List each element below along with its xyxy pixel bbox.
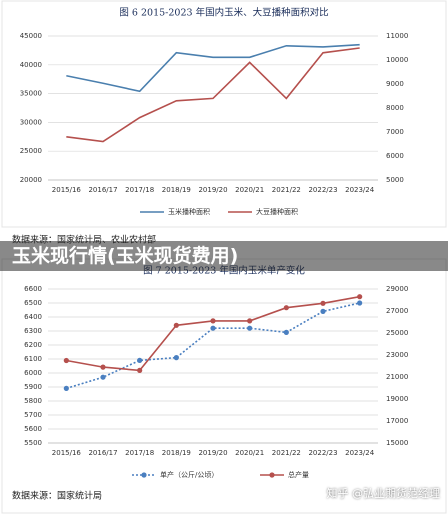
x-tick-label: 2020/21 <box>235 186 264 194</box>
point <box>100 364 106 370</box>
point <box>247 325 253 331</box>
y2-tick-label: 29000 <box>386 285 408 293</box>
y-tick-label: 25000 <box>20 147 42 155</box>
series-line <box>66 47 360 143</box>
point <box>63 385 69 391</box>
y-tick-label: 5900 <box>24 383 42 391</box>
legend-label: 单产（公斤/公顷） <box>160 470 218 479</box>
series-line <box>66 302 360 390</box>
point <box>247 318 253 324</box>
y2-tick-label: 17000 <box>386 417 408 425</box>
legend-marker <box>269 472 275 478</box>
series-line <box>66 43 360 93</box>
x-tick-label: 2017/18 <box>125 449 154 457</box>
point <box>137 367 143 373</box>
y2-tick-label: 27000 <box>386 307 408 315</box>
x-tick-label: 2022/23 <box>308 449 337 457</box>
x-tick-label: 2015/16 <box>52 449 82 457</box>
x-tick-label: 2023/24 <box>345 186 375 194</box>
y-tick-label: 30000 <box>20 118 42 126</box>
y-tick-label: 40000 <box>20 61 42 69</box>
y2-tick-label: 5000 <box>386 176 404 184</box>
y2-tick-label: 19000 <box>386 395 408 403</box>
watermark: 知乎 @弘业期货范经理 <box>326 487 441 500</box>
y-tick-label: 20000 <box>20 176 42 184</box>
y-tick-label: 6500 <box>24 299 42 307</box>
y-tick-label: 6100 <box>24 355 42 363</box>
y-tick-label: 6600 <box>24 285 42 293</box>
y-tick-label: 35000 <box>20 90 42 98</box>
y2-tick-label: 10000 <box>386 56 408 64</box>
y-tick-label: 5500 <box>24 439 42 447</box>
y-tick-label: 6000 <box>24 369 42 377</box>
x-tick-label: 2021/22 <box>272 449 301 457</box>
point <box>63 357 69 364</box>
y-tick-label: 45000 <box>20 32 42 40</box>
x-tick-label: 2019/20 <box>198 186 227 194</box>
y2-tick-label: 23000 <box>386 351 408 359</box>
chart-frame <box>1 0 447 228</box>
y2-tick-label: 25000 <box>386 329 408 337</box>
point <box>137 357 143 363</box>
point <box>210 318 216 324</box>
y-tick-label: 5600 <box>24 425 42 433</box>
y-tick-label: 5800 <box>24 397 42 405</box>
point <box>173 322 179 328</box>
legend-label: 大豆播种面积 <box>256 207 298 216</box>
point <box>357 294 363 300</box>
y-tick-label: 6300 <box>24 327 42 335</box>
legend-marker <box>141 472 147 478</box>
y2-tick-label: 6000 <box>386 152 404 160</box>
y2-tick-label: 9000 <box>386 80 404 88</box>
point <box>357 300 363 306</box>
x-tick-label: 2018/19 <box>162 186 191 194</box>
x-tick-label: 2016/17 <box>88 449 117 457</box>
y-tick-label: 6200 <box>24 341 42 349</box>
banner-title: 玉米现行情(玉米现货费用) <box>12 245 239 267</box>
x-tick-label: 2019/20 <box>198 449 227 457</box>
x-tick-label: 2018/19 <box>162 449 191 457</box>
x-tick-label: 2022/23 <box>308 186 337 194</box>
chart-frame <box>1 258 447 514</box>
y-tick-label: 5700 <box>24 411 42 419</box>
y2-tick-label: 7000 <box>386 128 404 136</box>
x-tick-label: 2020/21 <box>235 449 264 457</box>
legend-label: 总产量 <box>288 470 309 479</box>
source: 数据来源：国家统计局 <box>12 490 102 502</box>
legend-label: 玉米播种面积 <box>168 207 210 216</box>
x-tick-label: 2023/24 <box>345 449 375 457</box>
y-tick-label: 6400 <box>24 313 42 321</box>
x-tick-label: 2017/18 <box>125 186 154 194</box>
point <box>283 305 289 311</box>
point <box>173 355 179 361</box>
banner-bg <box>0 241 448 271</box>
point <box>320 308 326 314</box>
x-tick-label: 2016/17 <box>88 186 117 194</box>
chart-title: 图 6 2015-2023 年国内玉米、大豆播种面积对比 <box>119 7 328 19</box>
x-tick-label: 2021/22 <box>272 186 301 194</box>
point <box>320 300 326 306</box>
y2-tick-label: 11000 <box>386 32 408 40</box>
y2-tick-label: 15000 <box>386 439 408 447</box>
x-tick-label: 2015/16 <box>52 186 82 194</box>
y2-tick-label: 8000 <box>386 104 404 112</box>
point <box>100 374 106 380</box>
point <box>283 329 289 335</box>
y2-tick-label: 21000 <box>386 373 408 381</box>
point <box>210 325 216 331</box>
